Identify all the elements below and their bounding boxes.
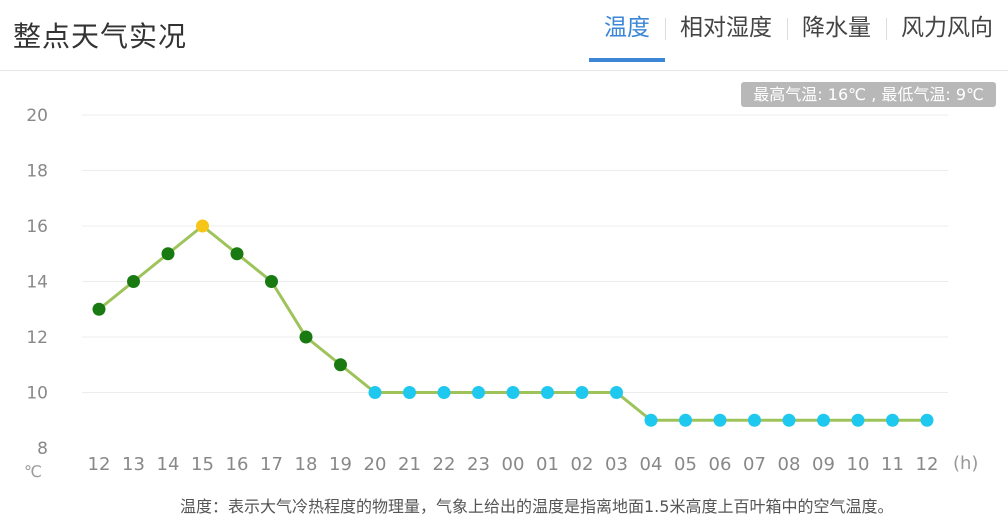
data-point [644, 413, 658, 427]
data-point [92, 302, 106, 316]
tab-temperature[interactable]: 温度 [589, 12, 665, 62]
x-tick-label: 13 [122, 454, 145, 475]
data-point [506, 386, 520, 399]
x-tick-label: 11 [881, 454, 904, 475]
x-tick-label: 14 [157, 454, 180, 475]
x-tick-label: 04 [640, 454, 663, 475]
data-point [334, 358, 347, 372]
x-tick-label: 16 [226, 454, 249, 475]
chart-header: 整点天气实况 温度 相对湿度 降水量 风力风向 [0, 0, 1008, 71]
x-tick-label: 12 [88, 454, 111, 475]
page-title: 整点天气实况 [13, 20, 188, 53]
x-tick-label: 17 [260, 454, 283, 475]
x-tick-label: 15 [191, 454, 214, 475]
data-point [472, 386, 485, 399]
grid-lines [82, 114, 948, 393]
temperature-footnote: 温度：表示大气冷热程度的物理量，气象上给出的温度是指离地面1.5米高度上百叶箱中… [180, 497, 894, 516]
data-point [679, 413, 692, 427]
data-point [403, 386, 416, 399]
x-tick-label: 20 [364, 454, 387, 475]
temperature-summary-badge: 最高气温: 16℃ , 最低气温: 9℃ [741, 82, 996, 107]
data-point [265, 275, 278, 288]
x-tick-label: 08 [778, 454, 801, 475]
x-tick-label: 05 [674, 454, 697, 475]
data-point [920, 413, 934, 427]
y-tick-label: 14 [26, 273, 48, 293]
x-tick-label: 02 [571, 454, 594, 475]
data-point [748, 413, 761, 427]
y-tick-label: 10 [26, 384, 48, 404]
x-tick-label: 19 [329, 454, 352, 475]
x-tick-label: 09 [812, 454, 835, 475]
data-point [886, 413, 899, 427]
x-axis-ticks: 12 13 14 15 16 17 18 19 20 21 22 23 00 01 02 03 04 05 06 07… [88, 454, 939, 475]
x-tick-label: 00 [502, 454, 525, 475]
y-axis-unit: ℃ [24, 462, 42, 481]
data-point [230, 247, 244, 261]
x-tick-label: 21 [398, 454, 421, 475]
data-point [817, 413, 830, 427]
data-point [851, 413, 865, 427]
y-tick-label: 20 [26, 106, 48, 126]
data-point [713, 413, 727, 427]
x-tick-label: 07 [743, 454, 766, 475]
x-axis-unit: (h) [953, 453, 978, 474]
x-tick-label: 12 [916, 454, 939, 475]
x-tick-label: 03 [605, 454, 628, 475]
data-point [575, 386, 589, 399]
temperature-points [92, 219, 934, 427]
metric-tabs: 温度 相对湿度 降水量 风力风向 [589, 12, 1008, 62]
data-point [299, 330, 313, 344]
x-tick-label: 22 [433, 454, 456, 475]
y-tick-label: 8 [37, 439, 48, 459]
data-point [368, 386, 382, 399]
tab-wind[interactable]: 风力风向 [886, 12, 1008, 62]
tab-precipitation[interactable]: 降水量 [787, 12, 886, 62]
x-tick-label: 23 [467, 454, 490, 475]
data-point [196, 219, 209, 233]
data-point [161, 247, 175, 261]
y-tick-label: 16 [26, 217, 48, 237]
x-tick-label: 10 [847, 454, 870, 475]
x-tick-label: 01 [536, 454, 559, 475]
data-point [782, 413, 796, 427]
data-point [437, 386, 451, 399]
tab-relative-humidity[interactable]: 相对湿度 [665, 12, 787, 62]
y-tick-label: 18 [26, 162, 48, 182]
y-axis-ticks: 8 10 12 14 16 18 20 [26, 106, 48, 459]
data-point [541, 386, 554, 399]
temperature-line-chart: 8 10 12 14 16 18 20 12 13 14 15 16 17 18 19 20 21 22 23 00… [24, 106, 978, 481]
y-tick-label: 12 [26, 328, 48, 348]
data-point [610, 386, 623, 399]
data-point [127, 275, 140, 288]
x-tick-label: 18 [295, 454, 318, 475]
x-tick-label: 06 [709, 454, 732, 475]
